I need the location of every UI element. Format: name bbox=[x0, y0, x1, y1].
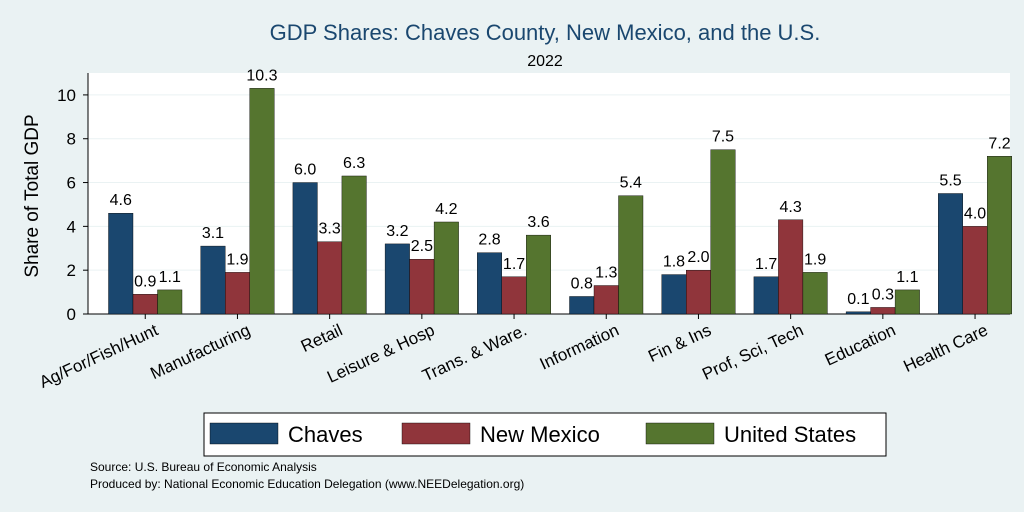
legend-swatch bbox=[401, 422, 471, 445]
legend-label: New Mexico bbox=[480, 422, 600, 447]
data-label: 3.1 bbox=[202, 225, 224, 242]
grid-lines bbox=[88, 94, 1010, 271]
data-label: 5.5 bbox=[939, 173, 961, 190]
data-label: 6.3 bbox=[343, 155, 365, 172]
data-label: 0.9 bbox=[134, 273, 156, 290]
bar bbox=[292, 182, 318, 315]
bar bbox=[341, 175, 367, 315]
data-labels: 4.60.9 1.13.11.910.36.03.36.33.22.54.22.8… bbox=[110, 67, 1011, 307]
y-tick-label: 8 bbox=[67, 130, 76, 149]
x-tick-label: Fin & Ins bbox=[645, 320, 714, 366]
bar bbox=[753, 276, 779, 315]
x-tick-label: Prof, Sci, Tech bbox=[699, 320, 806, 383]
data-label: 0.8 bbox=[571, 275, 593, 292]
x-tick-label: Health Care bbox=[900, 320, 990, 376]
data-label: 4.6 bbox=[110, 192, 132, 209]
produced-by-note: Produced by: National Economic Education… bbox=[90, 477, 524, 491]
data-label: 0.3 bbox=[872, 286, 894, 303]
data-label: 3.2 bbox=[386, 223, 408, 240]
chart-title: GDP Shares: Chaves County, New Mexico, a… bbox=[270, 20, 821, 45]
y-tick-label: 0 bbox=[67, 305, 76, 324]
bar bbox=[593, 285, 619, 315]
bar bbox=[661, 274, 687, 315]
y-tick-label: 2 bbox=[67, 261, 76, 280]
bar bbox=[802, 272, 828, 315]
bar bbox=[778, 219, 804, 315]
x-tick-label: Education bbox=[822, 320, 899, 369]
bar bbox=[870, 307, 896, 315]
data-label: 1.9 bbox=[804, 251, 826, 268]
bar bbox=[433, 221, 459, 315]
data-label: 1.3 bbox=[595, 265, 617, 282]
bar bbox=[569, 296, 595, 315]
data-label: 6.0 bbox=[294, 162, 316, 179]
bar bbox=[686, 269, 711, 315]
bar bbox=[938, 193, 963, 315]
bar bbox=[501, 276, 527, 315]
legend-label: Chaves bbox=[288, 422, 363, 447]
data-label: 3.3 bbox=[319, 221, 341, 238]
data-label: 2.8 bbox=[478, 232, 500, 249]
bar bbox=[477, 252, 502, 315]
data-label: 1.1 bbox=[896, 269, 918, 286]
x-tick-label: Manufacturing bbox=[147, 320, 253, 383]
bar bbox=[132, 294, 158, 315]
data-label: 3.6 bbox=[527, 214, 549, 231]
data-label: 7.5 bbox=[712, 129, 734, 146]
y-tick-label: 6 bbox=[67, 174, 76, 193]
bar bbox=[526, 234, 551, 315]
data-label: 1.1 bbox=[159, 269, 181, 286]
bar bbox=[384, 243, 410, 315]
data-label: 0.1 bbox=[847, 291, 869, 308]
x-tick-label: Trans. & Ware. bbox=[419, 320, 529, 385]
legend: Chaves New Mexico United States bbox=[203, 412, 887, 457]
bars bbox=[108, 88, 1012, 315]
bar bbox=[409, 259, 435, 315]
y-axis-ticks: 0 2 4 6 8 10 bbox=[57, 86, 88, 324]
data-label: 7.2 bbox=[988, 135, 1010, 152]
bar bbox=[618, 195, 644, 315]
data-label: 1.7 bbox=[503, 256, 525, 273]
y-tick-label: 10 bbox=[57, 86, 76, 105]
data-label: 5.4 bbox=[620, 175, 642, 192]
source-note: Source: U.S. Bureau of Economic Analysis bbox=[90, 460, 317, 474]
legend-swatch bbox=[645, 422, 715, 445]
chart-subtitle: 2022 bbox=[527, 53, 563, 70]
data-label: 1.7 bbox=[755, 256, 777, 273]
bar bbox=[962, 226, 988, 315]
data-label: 2.5 bbox=[411, 238, 433, 255]
data-label: 1.9 bbox=[226, 251, 248, 268]
y-tick-label: 4 bbox=[67, 217, 76, 236]
bar bbox=[224, 272, 250, 315]
data-label: 4.2 bbox=[435, 201, 457, 218]
bar bbox=[710, 149, 736, 315]
x-tick-label: Retail bbox=[298, 320, 345, 356]
x-tick-label: Information bbox=[537, 320, 622, 373]
bar bbox=[108, 213, 134, 315]
legend-swatch bbox=[209, 422, 279, 445]
bar bbox=[157, 289, 183, 315]
bar bbox=[200, 245, 226, 315]
legend-label: United States bbox=[724, 422, 856, 447]
data-label: 10.3 bbox=[246, 67, 277, 84]
data-label: 4.3 bbox=[780, 199, 802, 216]
data-label: 4.0 bbox=[964, 205, 986, 222]
bar bbox=[987, 156, 1012, 315]
x-tick-label: Ag/For/Fish/Hunt bbox=[36, 320, 161, 392]
y-axis-label: Share of Total GDP bbox=[22, 114, 43, 277]
data-label: 1.8 bbox=[663, 254, 685, 271]
data-label: 2.0 bbox=[687, 249, 709, 266]
bar bbox=[317, 241, 343, 315]
legend-box bbox=[203, 412, 887, 457]
bar bbox=[894, 289, 920, 315]
bar bbox=[249, 88, 275, 315]
bar bbox=[845, 311, 871, 315]
